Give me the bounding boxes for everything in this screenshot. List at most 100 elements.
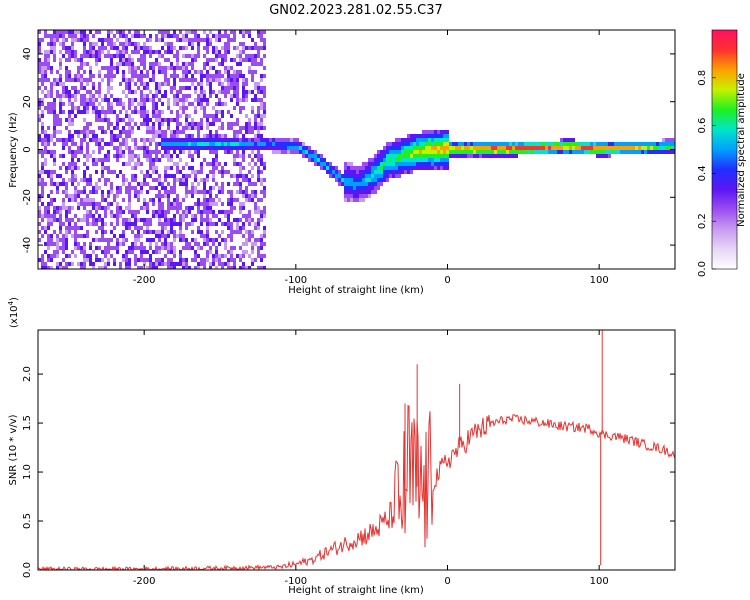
spectrogram-cell [158,98,161,102]
spectrogram-cell [233,34,236,38]
spectrogram-cell [230,74,233,78]
spectrogram-cell [86,182,89,186]
spectrogram-cell [65,214,68,218]
spectrogram-cell [68,70,71,74]
spectrogram-cell [233,158,236,162]
spectrogram-cell [131,58,134,62]
spectrogram-cell [206,102,209,106]
spectrogram-cell [137,210,140,214]
spectrogram-cell [176,162,179,166]
spectrogram-cell [182,138,185,142]
spectrogram-cell [44,74,47,78]
spectrogram-cell [170,202,173,206]
spectrogram-cell [185,266,188,269]
spectrogram-cell [170,90,173,94]
spectrogram-cell [191,158,194,162]
spectrogram-cell [338,170,341,174]
spectrogram-cell [47,210,50,214]
spectrogram-cell [119,214,122,218]
spectrogram-cell [110,130,113,134]
spectrogram-cell [59,78,62,82]
spectrogram-cell [221,222,224,226]
spectrogram-cell [128,122,131,126]
spectrogram-cell [137,158,140,162]
spectrogram-cell [194,54,197,58]
spectrogram-cell [236,130,239,134]
spectrogram-cell [89,94,92,98]
spectrogram-cell [254,210,257,214]
spectrogram-cell [317,158,320,162]
spectrogram-cell [113,234,116,238]
spectrogram-cell [200,94,203,98]
spectrogram-cell [365,170,368,174]
spectrogram-cell [623,150,626,154]
spectrogram-cell [254,242,257,246]
spectrogram-cell [233,82,236,86]
spectrogram-cell [260,38,263,42]
spectrogram-cell [221,86,224,90]
spectrogram-cell [152,230,155,234]
spectrogram-cell [431,166,434,170]
spectrogram-cell [236,222,239,226]
spectrogram-cell [284,138,287,142]
spectrogram-cell [233,106,236,110]
spectrogram-cell [191,206,194,210]
spectrogram-cell [119,142,122,146]
spectrogram-cell [95,90,98,94]
spectrogram-cell [152,74,155,78]
spectrogram-cell [92,102,95,106]
spectrogram-cell [149,154,152,158]
spectrogram-cell [215,46,218,50]
spectrogram-cell [611,150,614,154]
spectrogram-cell [164,154,167,158]
spectrogram-cell [59,130,62,134]
spectrogram-cell [368,174,371,178]
spectrogram-cell [116,102,119,106]
spectrogram-cell [437,162,440,166]
spectrogram-cell [92,266,95,269]
spectrogram-cell [44,70,47,74]
spectrogram-cell [44,142,47,146]
spectrogram-cell [113,146,116,150]
spectrogram-cell [413,134,416,138]
spectrogram-cell [65,74,68,78]
spectrogram-cell [509,146,512,150]
spectrogram-cell [227,86,230,90]
spectrogram-cell [122,238,125,242]
spectrogram-cell [119,118,122,122]
spectrogram-cell [236,94,239,98]
spectrogram-cell [143,118,146,122]
spectrogram-cell [113,66,116,70]
spectrogram-cell [641,146,644,150]
spectrogram-cell [173,190,176,194]
spectrogram-cell [83,154,86,158]
spectrogram-cell [161,214,164,218]
spectrogram-cell [212,150,215,154]
spectrogram-cell [263,190,266,194]
spectrogram-cell [92,250,95,254]
spectrogram-cell [74,214,77,218]
spectrogram-cell [134,246,137,250]
spectrogram-cell [188,126,191,130]
spectrogram-cell [110,66,113,70]
spectrogram-cell [65,210,68,214]
spectrogram-cell [173,262,176,266]
spectrogram-cell [134,190,137,194]
spectrogram-cell [155,242,158,246]
spectrogram-cell [143,142,146,146]
spectrogram-cell [56,38,59,42]
spectrogram-cell [86,210,89,214]
spectrogram-cell [149,254,152,258]
spectrogram-cell [215,202,218,206]
spectrogram-cell [101,194,104,198]
spectrogram-cell [80,262,83,266]
spectrogram-cell [206,122,209,126]
spectrogram-cell [134,162,137,166]
spectrogram-cell [200,82,203,86]
spectrogram-cell [86,230,89,234]
spectrogram-cell [473,150,476,154]
spectrogram-cell [107,98,110,102]
spectrogram-cell [53,250,56,254]
spectrogram-cell [242,142,245,146]
spectrogram-cell [206,38,209,42]
